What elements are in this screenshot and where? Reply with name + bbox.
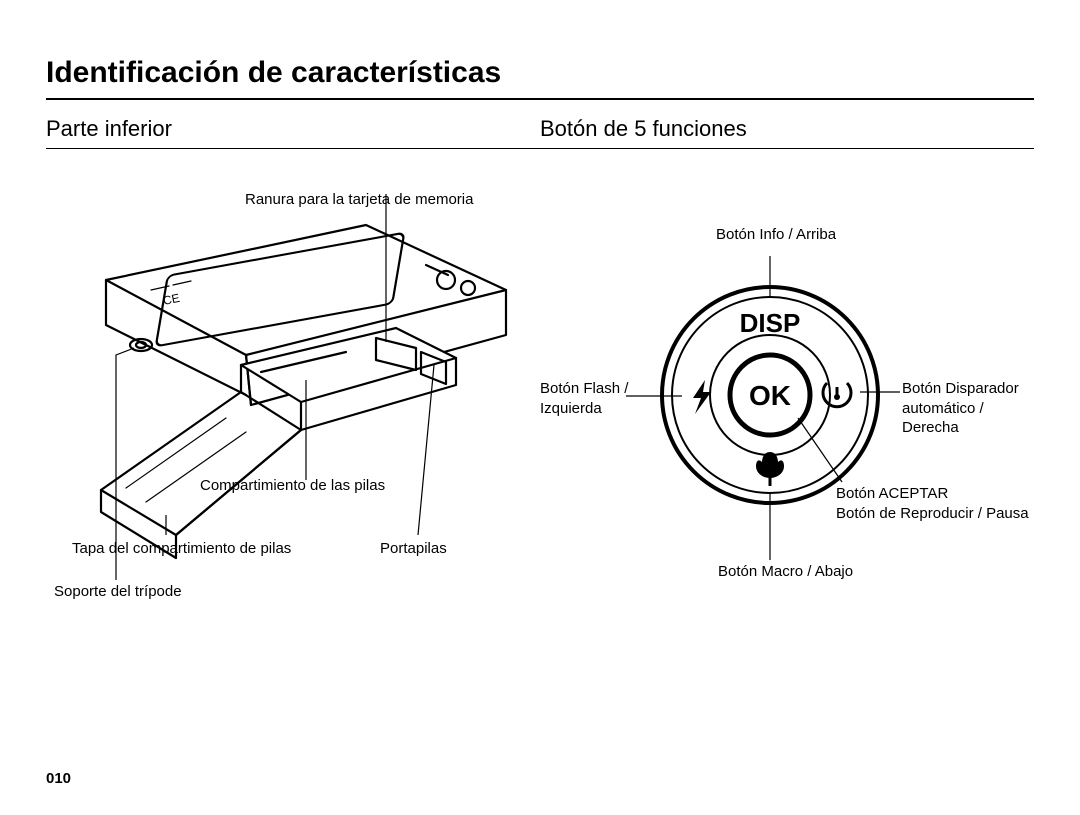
- label-tripod-mount: Soporte del trípode: [54, 582, 182, 602]
- label-battery-holder: Portapilas: [380, 539, 447, 559]
- label-battery-compartment: Compartimiento de las pilas: [200, 476, 385, 496]
- label-timer-right: Botón Disparador automático / Derecha: [902, 379, 1019, 438]
- subtitle-right-underline: [540, 148, 1034, 149]
- subtitle-right: Botón de 5 funciones: [540, 116, 747, 142]
- label-info-up: Botón Info / Arriba: [716, 225, 836, 245]
- manual-page: Identificación de características Parte …: [0, 0, 1080, 815]
- page-title: Identificación de características: [46, 56, 501, 90]
- svg-text:CE: CE: [162, 291, 181, 308]
- subtitle-left: Parte inferior: [46, 116, 172, 142]
- title-underline: [46, 98, 1034, 100]
- label-memory-slot: Ranura para la tarjeta de memoria: [245, 190, 473, 210]
- label-battery-cover: Tapa del compartimiento de pilas: [72, 539, 291, 559]
- label-macro-down: Botón Macro / Abajo: [718, 562, 853, 582]
- label-accept-play: Botón ACEPTAR Botón de Reproducir / Paus…: [836, 484, 1029, 523]
- page-number: 010: [46, 770, 71, 787]
- label-flash-left: Botón Flash / Izquierda: [540, 379, 628, 418]
- camera-bottom-illustration: CE: [46, 170, 516, 590]
- subtitle-left-underline: [46, 148, 540, 149]
